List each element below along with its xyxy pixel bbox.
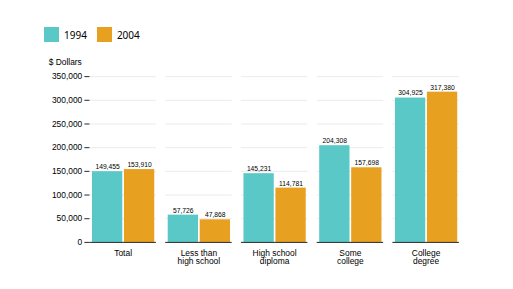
svg-text:57,726: 57,726 (173, 207, 194, 214)
svg-text:50,000: 50,000 (57, 213, 83, 223)
svg-text:Collegedegree: Collegedegree (412, 248, 441, 266)
svg-text:300,000: 300,000 (52, 95, 83, 105)
svg-text:304,925: 304,925 (398, 89, 423, 96)
svg-text:149,455: 149,455 (95, 163, 120, 170)
svg-text:0: 0 (78, 237, 83, 247)
svg-text:204,308: 204,308 (323, 137, 348, 144)
svg-text:Total: Total (114, 248, 132, 258)
svg-text:$ Dollars: $ Dollars (49, 57, 82, 67)
html-text:2004: 2004 (116, 27, 140, 42)
svg-text:100,000: 100,000 (52, 190, 83, 200)
svg-text:200,000: 200,000 (52, 142, 83, 152)
svg-text:Somecollege: Somecollege (337, 248, 364, 266)
svg-text:350,000: 350,000 (52, 71, 83, 81)
svg-text:250,000: 250,000 (52, 119, 83, 129)
html-text:1994: 1994 (64, 27, 87, 42)
svg-text:Less thanhigh school: Less thanhigh school (178, 248, 221, 266)
svg-text:317,380: 317,380 (430, 84, 455, 91)
svg-text:150,000: 150,000 (52, 166, 83, 176)
svg-text:145,231: 145,231 (247, 165, 272, 172)
svg-text:114,781: 114,781 (279, 180, 303, 187)
svg-text:47,868: 47,868 (205, 211, 226, 218)
svg-text:157,698: 157,698 (355, 159, 380, 166)
svg-text:High schooldiploma: High schooldiploma (253, 248, 297, 266)
svg-text:153,910: 153,910 (127, 161, 152, 168)
